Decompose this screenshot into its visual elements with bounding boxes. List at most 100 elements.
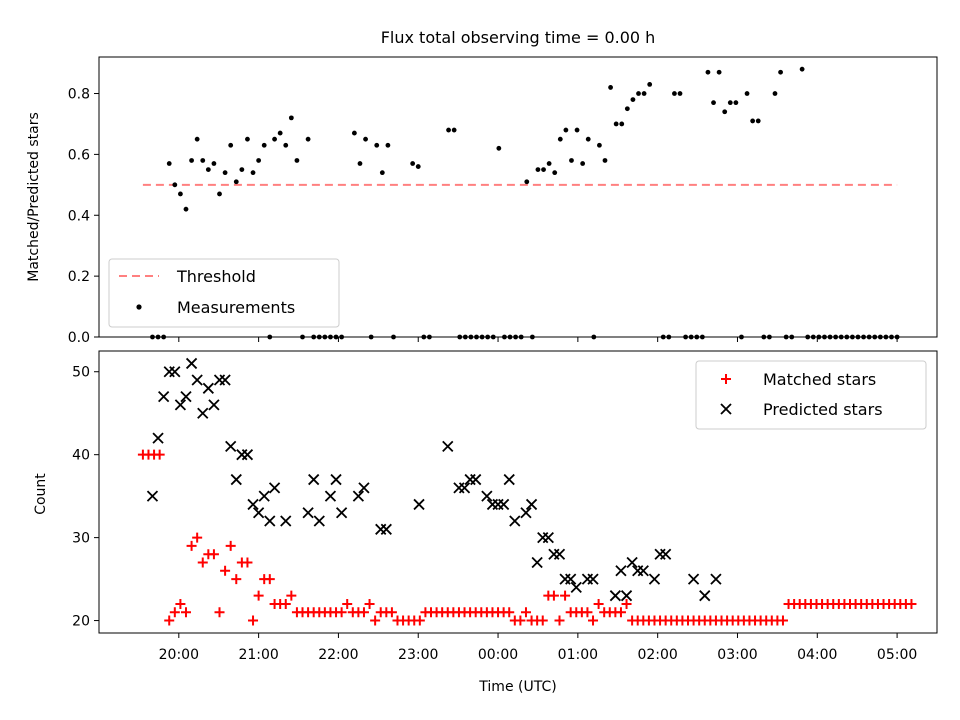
measurement-point <box>733 100 739 106</box>
predicted-star-marker <box>247 498 259 511</box>
x-tick-label: 22:00 <box>318 647 358 663</box>
matched-star-marker <box>164 615 175 626</box>
matched-star-marker <box>537 615 548 626</box>
predicted-star-marker <box>648 573 661 585</box>
measurement-point <box>228 142 234 148</box>
measurement-point <box>222 170 228 176</box>
matched-star-marker <box>593 598 604 609</box>
bottom-y-tick-label: 20 <box>72 614 90 630</box>
measurement-point <box>374 142 380 148</box>
measurement-point <box>546 161 552 166</box>
measurement-point <box>294 158 300 163</box>
predicted-star-marker <box>570 581 582 594</box>
measurement-point <box>672 91 677 96</box>
measurement-point <box>677 91 683 96</box>
measurement-point <box>283 142 289 148</box>
matched-star-marker <box>364 598 375 609</box>
matched-star-marker <box>560 590 571 601</box>
measurement-point <box>172 182 178 188</box>
measurement-point <box>716 69 722 75</box>
measurement-point <box>451 127 457 133</box>
measurement-point <box>552 170 558 176</box>
measurement-point <box>608 85 613 90</box>
measurement-point <box>200 158 206 163</box>
predicted-star-marker <box>174 399 187 411</box>
measurement-point <box>363 136 368 142</box>
matched-star-marker <box>588 615 599 626</box>
x-tick-label: 04:00 <box>797 647 837 663</box>
measurement-point <box>619 121 625 127</box>
predicted-star-marker <box>197 407 209 419</box>
measurement-point <box>277 130 283 136</box>
matched-star-marker <box>214 607 225 618</box>
matched-star-marker <box>280 598 291 609</box>
measurement-point <box>755 118 761 124</box>
x-tick-label: 20:00 <box>159 647 199 663</box>
matched-star-marker <box>175 598 186 609</box>
predicted-star-marker <box>470 473 482 486</box>
measurement-point <box>630 97 636 103</box>
predicted-star-marker <box>458 482 471 494</box>
matched-star-marker <box>414 615 425 626</box>
matched-star-marker <box>248 615 259 626</box>
predicted-star-marker <box>615 565 627 577</box>
predicted-star-marker <box>308 473 320 486</box>
measurement-point <box>641 91 647 96</box>
bottom-x-ticks: 20:00 21:00 22:00 23:00 00:00 01:00 02:00 03:00… <box>159 633 917 663</box>
top-measurement-points <box>150 66 900 340</box>
measurement-point <box>194 136 200 142</box>
measurement-point <box>799 66 805 72</box>
predicted-star-marker <box>626 556 638 569</box>
measurement-point <box>597 142 602 148</box>
top-y-tick-label: 0.6 <box>68 147 90 163</box>
predicted-star-marker <box>497 498 510 511</box>
measurement-point <box>624 106 630 112</box>
measurement-point <box>705 69 711 75</box>
measurement-point <box>211 161 217 166</box>
x-tick-label: 03:00 <box>717 647 757 663</box>
top-y-tick-label: 0.2 <box>68 269 90 285</box>
top-panel: 0.00.20.40.60.8 Matched/Predicted stars … <box>26 56 938 346</box>
legend-measurements-swatch <box>136 304 142 310</box>
matched-star-marker <box>615 607 626 618</box>
measurement-point <box>272 136 277 142</box>
predicted-star-marker <box>264 515 276 527</box>
predicted-star-marker <box>191 374 203 386</box>
predicted-star-marker <box>225 440 237 453</box>
x-tick-label: 01:00 <box>558 647 598 663</box>
measurement-point <box>722 109 728 115</box>
x-tick-label: 00:00 <box>478 647 518 663</box>
predicted-star-marker <box>280 515 292 527</box>
predicted-star-marker <box>520 507 532 519</box>
matched-star-marker <box>370 615 381 626</box>
matched-star-marker <box>358 607 369 618</box>
matched-star-marker <box>554 615 565 626</box>
legend-measurements-label: Measurements <box>177 298 295 317</box>
measurement-point <box>189 158 194 163</box>
matched-star-marker <box>342 598 353 609</box>
matched-star-marker <box>386 607 397 618</box>
matched-star-marker <box>515 615 526 626</box>
top-legend-box <box>108 258 340 328</box>
measurement-point <box>357 161 363 166</box>
predicted-star-marker <box>152 432 164 444</box>
predicted-star-marker <box>413 498 425 511</box>
predicted-star-marker <box>660 548 672 560</box>
measurement-point <box>385 142 391 148</box>
measurement-point <box>744 91 750 96</box>
matched-star-marker <box>169 607 180 618</box>
predicted-star-marker <box>352 490 365 502</box>
measurement-point <box>288 115 294 121</box>
measurement-point <box>245 136 250 142</box>
matched-star-marker <box>621 598 632 609</box>
matched-star-marker <box>180 607 191 618</box>
predicted-star-marker <box>185 357 198 370</box>
legend-predicted-swatch <box>720 403 732 415</box>
bottom-legend-box <box>695 360 927 430</box>
bottom-y-tick-label: 30 <box>72 531 90 547</box>
legend-predicted-label: Predicted stars <box>763 400 883 419</box>
legend-matched-swatch <box>721 374 731 384</box>
measurement-point <box>750 118 756 124</box>
predicted-star-marker <box>241 449 254 461</box>
predicted-star-marker <box>202 382 214 394</box>
